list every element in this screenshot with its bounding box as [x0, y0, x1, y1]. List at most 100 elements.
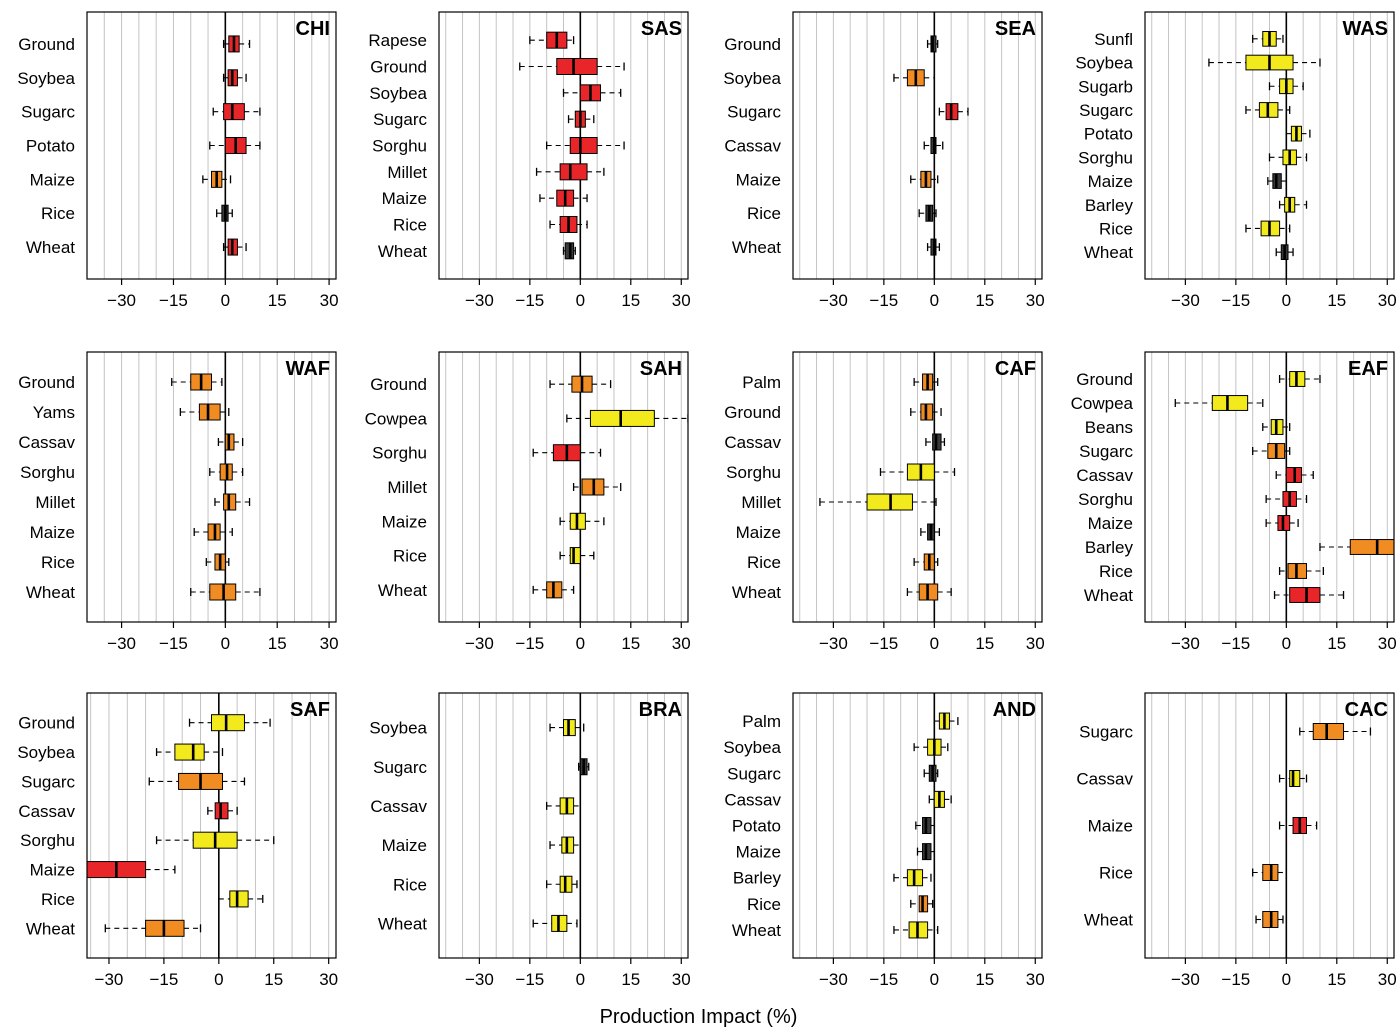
x-tick-label: 15 — [1327, 970, 1346, 989]
x-tick-label: 15 — [621, 634, 640, 653]
category-label: Potato — [1084, 125, 1133, 144]
panel-was: Sunfl Soybea Sugarb Sugarc Potato Sorghu Maize… — [1075, 11, 1397, 310]
box-rapese — [529, 31, 575, 49]
box-barley — [893, 869, 932, 887]
box-cassav — [928, 790, 952, 808]
x-tick-label: −30 — [1171, 291, 1200, 310]
boxes — [532, 719, 590, 932]
box-rice — [1245, 220, 1291, 237]
boxes — [532, 375, 688, 599]
category-label: Sugarc — [373, 110, 427, 129]
x-tick-label: 15 — [975, 970, 994, 989]
box-maize — [1267, 173, 1287, 189]
category-label: Sugarc — [21, 772, 75, 791]
panel-frame — [86, 11, 337, 280]
box-wheat — [906, 583, 952, 601]
box-millet — [819, 493, 937, 511]
panel-title: WAS — [1342, 18, 1388, 40]
boxes — [171, 373, 261, 601]
category-label: Barley — [1085, 196, 1134, 215]
panel-title: SAS — [641, 18, 682, 40]
grid-lines — [799, 12, 1036, 279]
category-label: Soybea — [17, 743, 75, 762]
box-maize — [202, 170, 232, 188]
box-rect — [569, 137, 598, 154]
x-tick-label: 0 — [930, 634, 939, 653]
box-rect — [556, 58, 598, 75]
box-rect — [559, 163, 588, 181]
category-label: Palm — [742, 712, 781, 731]
box-maize — [193, 523, 233, 541]
x-tick-label: −30 — [819, 634, 848, 653]
box-sugarc — [938, 103, 969, 121]
category-label: Soybea — [1075, 54, 1133, 73]
x-tick-label: −15 — [515, 634, 544, 653]
box-sugarc — [567, 110, 595, 128]
category-label: Maize — [736, 170, 781, 189]
grid-lines — [86, 12, 330, 279]
box-soybea — [222, 69, 247, 87]
grid-lines — [445, 12, 682, 279]
category-label: Wheat — [1084, 911, 1133, 930]
box-rice — [913, 553, 939, 571]
box-sorghu — [209, 463, 244, 481]
box-sugarc — [1252, 443, 1291, 459]
box-wheat — [104, 919, 202, 937]
category-label: Rice — [747, 204, 781, 223]
x-axis-label: Production Impact (%) — [599, 1006, 798, 1028]
box-sorghu — [1268, 149, 1308, 166]
box-soybea — [549, 719, 585, 737]
category-label: Ground — [18, 714, 75, 733]
box-soybea — [1208, 54, 1321, 71]
box-rice — [546, 875, 578, 893]
box-rice — [1278, 563, 1324, 579]
category-label: Cowpea — [1071, 394, 1134, 413]
category-label: Sugarb — [1078, 77, 1133, 96]
panel-and: Palm Soybea Sugarc Cassav Potato Maize Barley R… — [723, 692, 1045, 989]
category-label: Maize — [382, 189, 427, 208]
category-label: Sorghu — [372, 444, 427, 463]
category-label: Rice — [41, 553, 75, 572]
category-label: Barley — [1085, 538, 1134, 557]
x-tick-label: 30 — [1378, 291, 1397, 310]
category-label: Sugarc — [1079, 442, 1133, 461]
grid-lines — [1151, 12, 1388, 279]
panel-frame — [438, 692, 689, 959]
box-wheat — [562, 242, 576, 260]
x-tick-label: −15 — [515, 291, 544, 310]
x-tick-label: 0 — [930, 970, 939, 989]
x-tick-label: 0 — [576, 970, 585, 989]
box-maize — [920, 523, 941, 541]
panel-title: SEA — [995, 18, 1036, 40]
category-label: Barley — [733, 869, 782, 888]
box-sorghu — [1265, 491, 1308, 507]
boxes — [819, 373, 956, 601]
category-label: Soybea — [723, 69, 781, 88]
box-rect — [1289, 770, 1301, 787]
x-tick-label: 15 — [1327, 634, 1346, 653]
panel-eaf: Ground Cowpea Beans Sugarc Cassav Sorghu Maize… — [1071, 351, 1397, 653]
box-sugarc — [212, 103, 261, 121]
category-label: Sunfl — [1094, 30, 1133, 49]
box-millet — [535, 163, 605, 181]
box-potato — [209, 137, 261, 154]
category-label: Millet — [35, 493, 75, 512]
boxes — [1252, 723, 1372, 928]
box-sorghu — [879, 463, 956, 481]
x-tick-label: 30 — [319, 970, 338, 989]
category-label: Maize — [736, 843, 781, 862]
box-sugarc — [1245, 102, 1291, 118]
panel-caf: Palm Ground Cassav Sorghu Millet Maize Rice Whe… — [724, 351, 1045, 653]
box-ground — [222, 35, 251, 53]
category-label: Wheat — [378, 581, 427, 600]
box-ground — [171, 373, 223, 391]
x-tick-label: 15 — [264, 970, 283, 989]
box-wheat — [893, 921, 939, 939]
box-wheat — [532, 581, 575, 599]
box-sugarc — [1299, 723, 1372, 740]
x-tick-label: 30 — [1378, 634, 1397, 653]
category-label: Ground — [370, 58, 427, 77]
box-rect — [1349, 539, 1394, 555]
box-wheat — [532, 914, 578, 932]
panel-title: AND — [993, 699, 1036, 721]
